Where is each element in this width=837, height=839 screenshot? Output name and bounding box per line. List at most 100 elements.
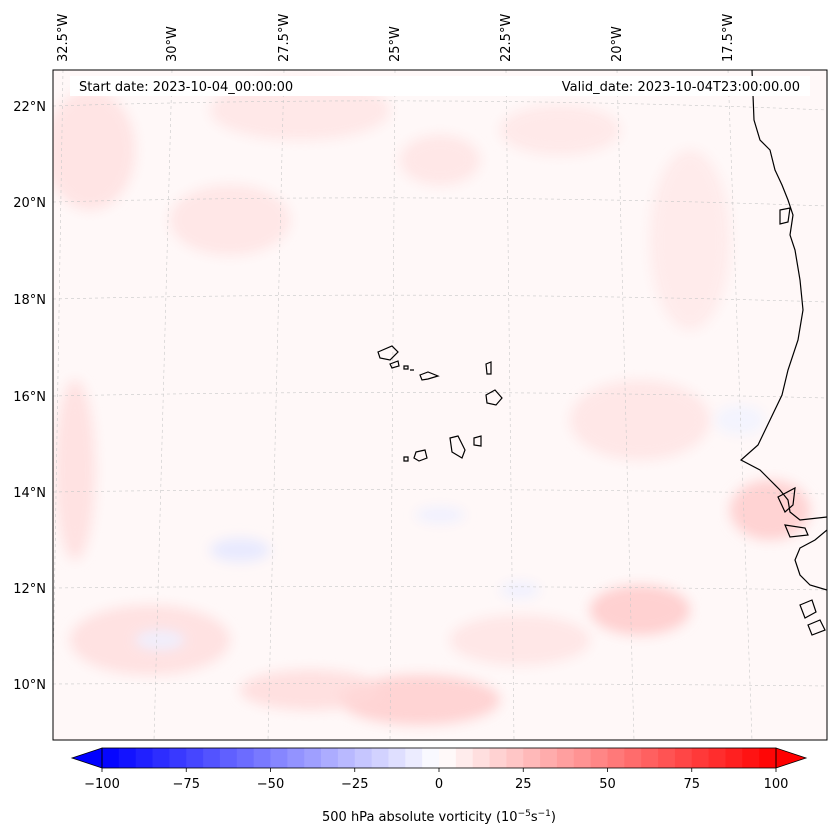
colorbar-cell [169, 748, 187, 768]
colorbar-title-mid: s [531, 810, 538, 825]
header-bar [70, 76, 810, 96]
colorbar-high-extension [775, 747, 808, 769]
parallel-line [53, 683, 827, 687]
colorbar-tick-label: 100 [764, 777, 789, 792]
colorbar-ticks: −100 −75 −50 −25 0 25 50 75 100 [84, 768, 788, 792]
colorbar-cell [506, 748, 524, 768]
colorbar-title-exp2: −1 [538, 809, 551, 819]
colorbar-cell [708, 748, 726, 768]
lat-label: 18°N [13, 293, 46, 308]
colorbar-cell [439, 748, 457, 768]
colorbar-cell [759, 748, 777, 768]
colorbar-cell [203, 748, 221, 768]
vorticity-field [53, 80, 810, 725]
parallel-line [53, 197, 827, 207]
colorbar-cell [641, 748, 659, 768]
island-maio [473, 435, 482, 447]
colorbar-title-end: ) [551, 810, 556, 825]
parallel-line [53, 100, 827, 111]
meridian-line [727, 70, 753, 740]
colorbar-tick-label: −100 [84, 777, 120, 792]
colorbar-cell [674, 748, 693, 768]
colorbar-cell [472, 748, 490, 768]
colorbar-tick-label: −50 [257, 777, 284, 792]
coastlines [377, 70, 827, 636]
colorbar-cell [371, 748, 389, 768]
island-fogo [413, 449, 428, 462]
canary-coast-island [779, 207, 791, 225]
colorbar-tick-label: −25 [341, 777, 368, 792]
lon-label: 27.5°W [277, 14, 292, 62]
lat-label: 20°N [13, 196, 46, 211]
lon-label: 17.5°W [721, 14, 736, 62]
colorbar-cell [422, 748, 440, 768]
colorbar-cell [489, 748, 507, 768]
colorbar-tick-label: −75 [173, 777, 200, 792]
colorbar-cell [118, 748, 137, 768]
island-santiago [449, 435, 466, 459]
colorbar-cell [691, 748, 709, 768]
valid-date-text: Valid_date: 2023-10-04T23:00:00.00 [562, 80, 800, 95]
colorbar-cell [152, 748, 170, 768]
island-boa-vista [485, 389, 503, 406]
colorbar-cell [455, 748, 474, 768]
colorbar-tick-label: 25 [515, 777, 532, 792]
colorbar-cell [270, 748, 288, 768]
colorbar-tick-label: 75 [683, 777, 700, 792]
colorbar-cell [388, 748, 406, 768]
colorbar-cell [607, 748, 625, 768]
island-sao-vicente [389, 360, 400, 369]
colorbar-title: 500 hPa absolute vorticity (10−5s−1) [322, 809, 556, 825]
lat-label: 14°N [13, 486, 46, 501]
meridian-line [267, 70, 285, 740]
parallel-line [53, 586, 827, 591]
colorbar-cell [304, 748, 322, 768]
meridian-line [505, 70, 515, 740]
lat-label: 16°N [13, 390, 46, 405]
colorbar-cell [186, 748, 204, 768]
parallel-line [53, 489, 827, 495]
colorbar-cell [354, 748, 372, 768]
senegal-inlet-coast [777, 486, 796, 513]
colorbar-cell [624, 748, 642, 768]
island-brava [403, 456, 409, 462]
colorbar-cell [337, 748, 356, 768]
lat-label: 12°N [13, 582, 46, 597]
colorbar-cell [102, 748, 120, 768]
colorbar-low-extension [70, 747, 103, 769]
island-santo-antao [377, 345, 399, 361]
meridian-line [616, 70, 635, 740]
graticule [53, 70, 827, 740]
colorbar-cell [556, 748, 575, 768]
colorbar-cell [253, 748, 271, 768]
guinea-coast [799, 599, 826, 636]
colorbar-title-main: 500 hPa absolute vorticity (10 [322, 810, 518, 825]
colorbar-cell [236, 748, 255, 768]
colorbar-cell [219, 748, 238, 768]
island-sao-nicolau [410, 369, 440, 381]
colorbar-cell [405, 748, 423, 768]
meridian-line [153, 70, 173, 740]
colorbar-tick-label: 50 [599, 777, 616, 792]
colorbar-cell [321, 748, 339, 768]
colorbar-cell [658, 748, 676, 768]
colorbar-cell [135, 748, 153, 768]
island-santa-luzia [403, 365, 409, 370]
gambia-coast [784, 524, 809, 538]
colorbar-cell [287, 748, 305, 768]
colorbar: −100 −75 −50 −25 0 25 50 75 100 500 hPa absolute… [70, 747, 808, 825]
colorbar-cell [540, 748, 558, 768]
map-panel: Start date: 2023-10-04_00:00:00 Valid_da… [52, 69, 828, 741]
lon-label: 25°W [388, 26, 403, 62]
map-frame [52, 69, 828, 741]
lon-label: 22.5°W [499, 14, 514, 62]
lat-label: 10°N [13, 678, 46, 693]
colorbar-cells [102, 748, 777, 768]
meridian-line [389, 70, 396, 740]
lon-label: 20°W [610, 26, 625, 62]
longitude-labels: 32.5°W 30°W 27.5°W 25°W 22.5°W 20°W 17.5… [56, 14, 736, 62]
colorbar-tick-label: 0 [435, 777, 443, 792]
colorbar-cell [573, 748, 592, 768]
colorbar-cell [725, 748, 743, 768]
